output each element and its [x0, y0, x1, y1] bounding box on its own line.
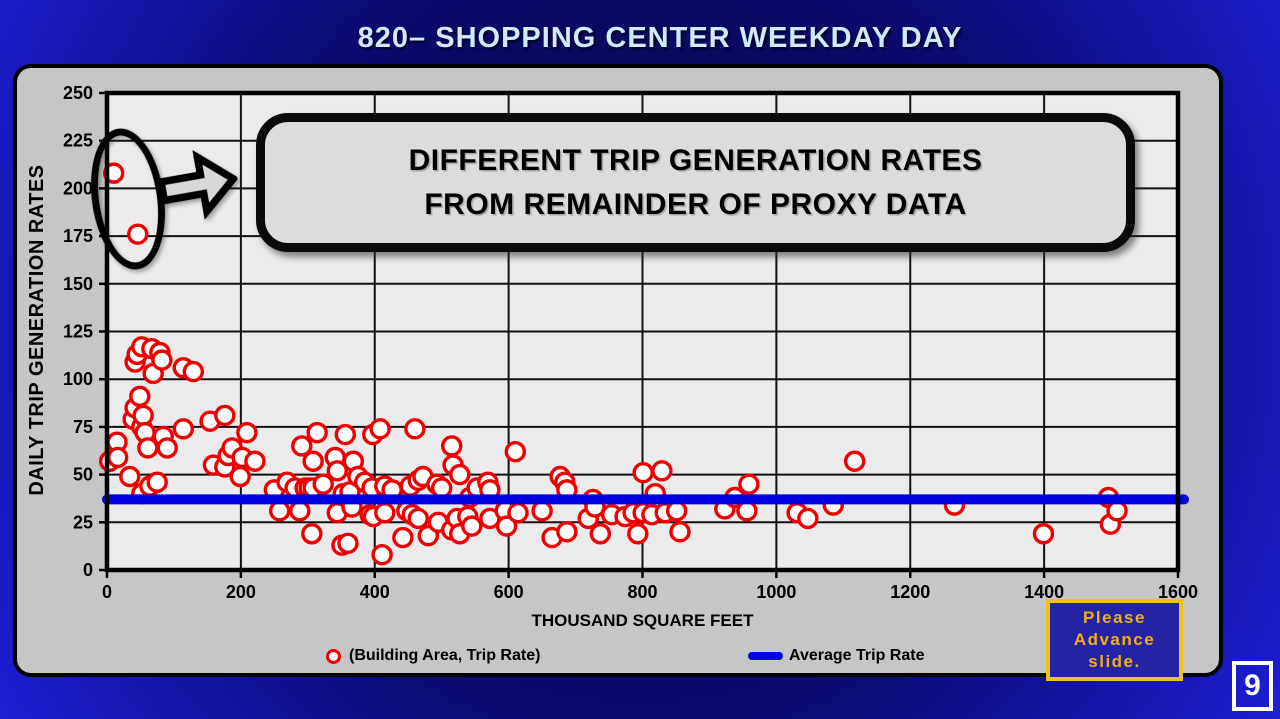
scatter-point	[214, 404, 236, 427]
plot-border	[104, 90, 1181, 573]
scatter-point	[334, 423, 356, 446]
callout-line-1: DIFFERENT TRIP GENERATION RATES	[408, 144, 983, 177]
page-number: 9	[1244, 669, 1261, 702]
y-tick-label: 250	[63, 83, 93, 103]
y-tick-label: 150	[63, 274, 93, 294]
page-number-badge: 9	[1232, 661, 1273, 711]
callout-line-2: FROM REMAINDER OF PROXY DATA	[424, 187, 967, 221]
scatter-point	[461, 515, 483, 537]
scatter-point	[371, 544, 393, 566]
scatter-point	[301, 523, 323, 545]
y-tick-label: 175	[63, 226, 93, 246]
legend-scatter-label: (Building Area, Trip Rate)	[349, 647, 541, 664]
scatter-point	[268, 500, 291, 522]
y-tick-label: 225	[63, 131, 93, 151]
scatter-point	[627, 523, 649, 545]
scatter-point	[665, 500, 688, 522]
legend-scatter-marker-icon	[326, 649, 341, 664]
right-arrow-icon	[156, 150, 239, 220]
scatter-point	[129, 385, 151, 408]
scatter-point	[236, 421, 258, 444]
scatter-point	[589, 523, 612, 545]
scatter-point	[369, 418, 391, 440]
scatter-point	[430, 477, 453, 499]
scatter-point	[507, 502, 529, 524]
scatter-point	[843, 450, 866, 472]
scatter-point	[374, 502, 396, 524]
scatter-point	[229, 465, 251, 488]
y-tick-label: 75	[73, 417, 93, 437]
callout-box: DIFFERENT TRIP GENERATION RATES FROM REM…	[256, 113, 1135, 252]
scatter-point	[797, 507, 819, 530]
please-advance-box: Please Advance slide.	[1046, 599, 1183, 681]
scatter-point	[1032, 523, 1055, 545]
scatter-point	[306, 421, 328, 444]
scatter-point	[632, 461, 654, 484]
scatter-point	[156, 437, 178, 459]
x-tick-label: 0	[102, 582, 112, 602]
scatter-point	[531, 500, 553, 522]
scatter-point	[449, 463, 471, 486]
scatter-point	[244, 450, 266, 472]
x-tick-label: 1600	[1158, 582, 1198, 602]
y-tick-label: 100	[63, 369, 93, 389]
x-tick-label: 400	[360, 582, 390, 602]
scatter-point	[291, 435, 313, 457]
scatter-point	[736, 500, 758, 522]
y-tick-label: 125	[63, 322, 93, 342]
y-tick-label: 25	[73, 512, 93, 532]
advance-line-3: slide.	[1088, 652, 1141, 672]
advance-line-1: Please	[1083, 607, 1146, 627]
scatter-point	[407, 507, 429, 530]
y-tick-label: 0	[83, 560, 93, 580]
y-axis-title: DAILY TRIP GENERATION RATES	[26, 164, 48, 496]
scatter-point	[146, 471, 168, 493]
x-tick-label: 800	[627, 582, 657, 602]
scatter-point	[132, 404, 154, 427]
legend-average-line-icon	[748, 652, 783, 660]
scatter-point	[326, 460, 348, 482]
scatter-point	[302, 450, 324, 472]
scatter-point	[669, 521, 691, 543]
scatter-point	[441, 435, 463, 457]
x-axis-title: THOUSAND SQUARE FEET	[531, 611, 754, 630]
x-tick-label: 1400	[1024, 582, 1064, 602]
scatter-point	[738, 473, 760, 495]
y-tick-label: 50	[73, 465, 93, 485]
scatter-point	[1106, 500, 1128, 522]
scatter-point	[504, 441, 527, 463]
x-tick-label: 1000	[756, 582, 796, 602]
advance-line-2: Advance	[1073, 629, 1156, 649]
scatter-point	[182, 360, 205, 383]
scatter-point	[107, 446, 129, 469]
legend-average-line-label: Average Trip Rate	[789, 647, 925, 664]
scatter-point	[151, 349, 173, 371]
x-tick-label: 1200	[890, 582, 930, 602]
x-tick-label: 600	[494, 582, 524, 602]
scatter-point	[119, 465, 141, 488]
scatter-point	[172, 418, 195, 440]
x-tick-label: 200	[226, 582, 256, 602]
scatter-point	[651, 460, 673, 482]
scatter-point	[337, 532, 359, 554]
scatter-point	[312, 473, 334, 495]
slide-title: 820– SHOPPING CENTER WEEKDAY DAY	[357, 22, 963, 54]
scatter-point	[289, 500, 311, 522]
scatter-point	[556, 521, 578, 543]
scatter-point	[495, 515, 518, 537]
scatter-point	[392, 526, 414, 549]
scatter-point	[127, 223, 149, 245]
y-tick-label: 200	[63, 178, 93, 198]
scatter-point	[404, 418, 426, 440]
